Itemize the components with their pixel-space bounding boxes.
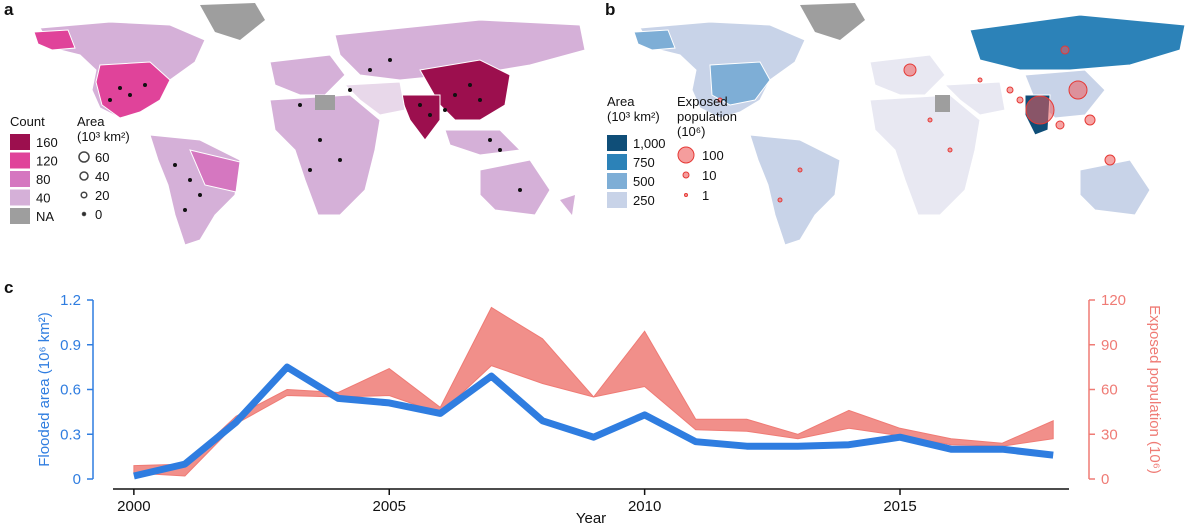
flooded-area-line — [133, 363, 1054, 480]
area-legend-a-title: Area — [77, 114, 105, 129]
count-legend: Count 160 120 80 40 NA — [10, 114, 58, 224]
map-b: Area (10³ km²) 1,000 750 500 250 Exposed po… — [607, 3, 1186, 246]
area-a-label-1: 40 — [95, 169, 109, 184]
area-a-label-0: 60 — [95, 150, 109, 165]
ytick-right-label-4: 120 — [1101, 292, 1126, 309]
ytick-right-label-2: 60 — [1101, 382, 1118, 399]
area-b-swatch-0 — [607, 135, 627, 151]
count-legend-title: Count — [10, 114, 45, 129]
ytick-left-label-3: 0.9 — [60, 337, 81, 354]
area-b-label-2: 500 — [633, 174, 655, 189]
exposed-population-band-group — [133, 306, 1054, 477]
panel-label-b: b — [605, 0, 616, 19]
ytick-right-label-3: 90 — [1101, 337, 1118, 354]
area-b-label-1: 750 — [633, 155, 655, 170]
panel-label-a: a — [4, 0, 14, 19]
map-a: Count 160 120 80 40 NA Area (10³ km²) 60 40 20… — [10, 3, 586, 246]
chart-axes: 0 0.3 0.6 0.9 1.2 0 30 60 90 120 2000 2005 2010 2015 Y… — [36, 292, 1163, 524]
map-a-land — [33, 3, 586, 246]
area-b-label-0: 1,000 — [633, 136, 666, 151]
pop-marker-1 — [682, 171, 690, 179]
count-label-4: NA — [36, 209, 54, 224]
count-swatch-1 — [10, 152, 30, 169]
y-axis-left-title: Flooded area (10⁶ km²) — [36, 312, 53, 467]
area-a-marker-0 — [78, 151, 90, 163]
area-legend-b: Area (10³ km²) 1,000 750 500 250 — [607, 94, 666, 208]
map-b-population — [717, 45, 1116, 203]
area-legend-a-unit: (10³ km²) — [77, 129, 130, 144]
count-label-0: 160 — [36, 135, 58, 150]
count-swatch-0 — [10, 134, 30, 150]
count-label-2: 80 — [36, 172, 50, 187]
x-axis-title: Year — [576, 510, 606, 524]
area-a-label-3: 0 — [95, 207, 102, 222]
map-a-events — [108, 58, 522, 212]
y-axis-right-title: Exposed population (10⁶) — [1146, 305, 1163, 474]
flooded-area-line-group — [133, 363, 1054, 480]
area-legend-b-unit: (10³ km²) — [607, 109, 660, 124]
count-swatch-3 — [10, 189, 30, 206]
ytick-left-label-4: 1.2 — [60, 292, 81, 309]
area-b-label-3: 250 — [633, 193, 655, 208]
xtick-label-2010: 2010 — [628, 498, 661, 515]
pop-label-0: 100 — [702, 148, 724, 163]
area-b-swatch-2 — [607, 173, 627, 189]
pop-legend-title-2: population — [677, 109, 737, 124]
count-swatch-2 — [10, 171, 30, 187]
area-a-marker-3 — [81, 211, 87, 217]
xtick-label-2005: 2005 — [373, 498, 406, 515]
map-b-land — [633, 3, 1186, 246]
pop-legend: Exposed population (10⁶) 100 10 1 — [677, 94, 737, 203]
area-b-swatch-1 — [607, 154, 627, 170]
area-legend-a: Area (10³ km²) 60 40 20 0 — [77, 114, 130, 222]
ytick-left-label-0: 0 — [73, 471, 81, 488]
exposed-population-band — [133, 306, 1054, 477]
pop-marker-0 — [677, 146, 695, 164]
xtick-label-2000: 2000 — [117, 498, 150, 515]
count-label-1: 120 — [36, 154, 58, 169]
ytick-left-label-2: 0.6 — [60, 382, 81, 399]
area-b-swatch-3 — [607, 192, 627, 208]
area-legend-b-title: Area — [607, 94, 635, 109]
count-swatch-4 — [10, 208, 30, 224]
chart-c: 0 0.3 0.6 0.9 1.2 0 30 60 90 120 2000 2005 2010 2015 Y… — [36, 292, 1163, 524]
count-label-3: 40 — [36, 191, 50, 206]
pop-label-2: 1 — [702, 188, 709, 203]
area-a-marker-2 — [80, 191, 88, 199]
ytick-left-label-1: 0.3 — [60, 426, 81, 443]
xtick-label-2015: 2015 — [883, 498, 916, 515]
area-a-marker-1 — [79, 171, 89, 181]
pop-marker-2 — [684, 193, 688, 197]
ytick-right-label-1: 30 — [1101, 426, 1118, 443]
pop-label-1: 10 — [702, 168, 716, 183]
panel-label-c: c — [4, 278, 14, 297]
ytick-right-label-0: 0 — [1101, 471, 1109, 488]
pop-legend-unit: (10⁶) — [677, 124, 705, 139]
pop-legend-title-1: Exposed — [677, 94, 728, 109]
area-a-label-2: 20 — [95, 188, 109, 203]
